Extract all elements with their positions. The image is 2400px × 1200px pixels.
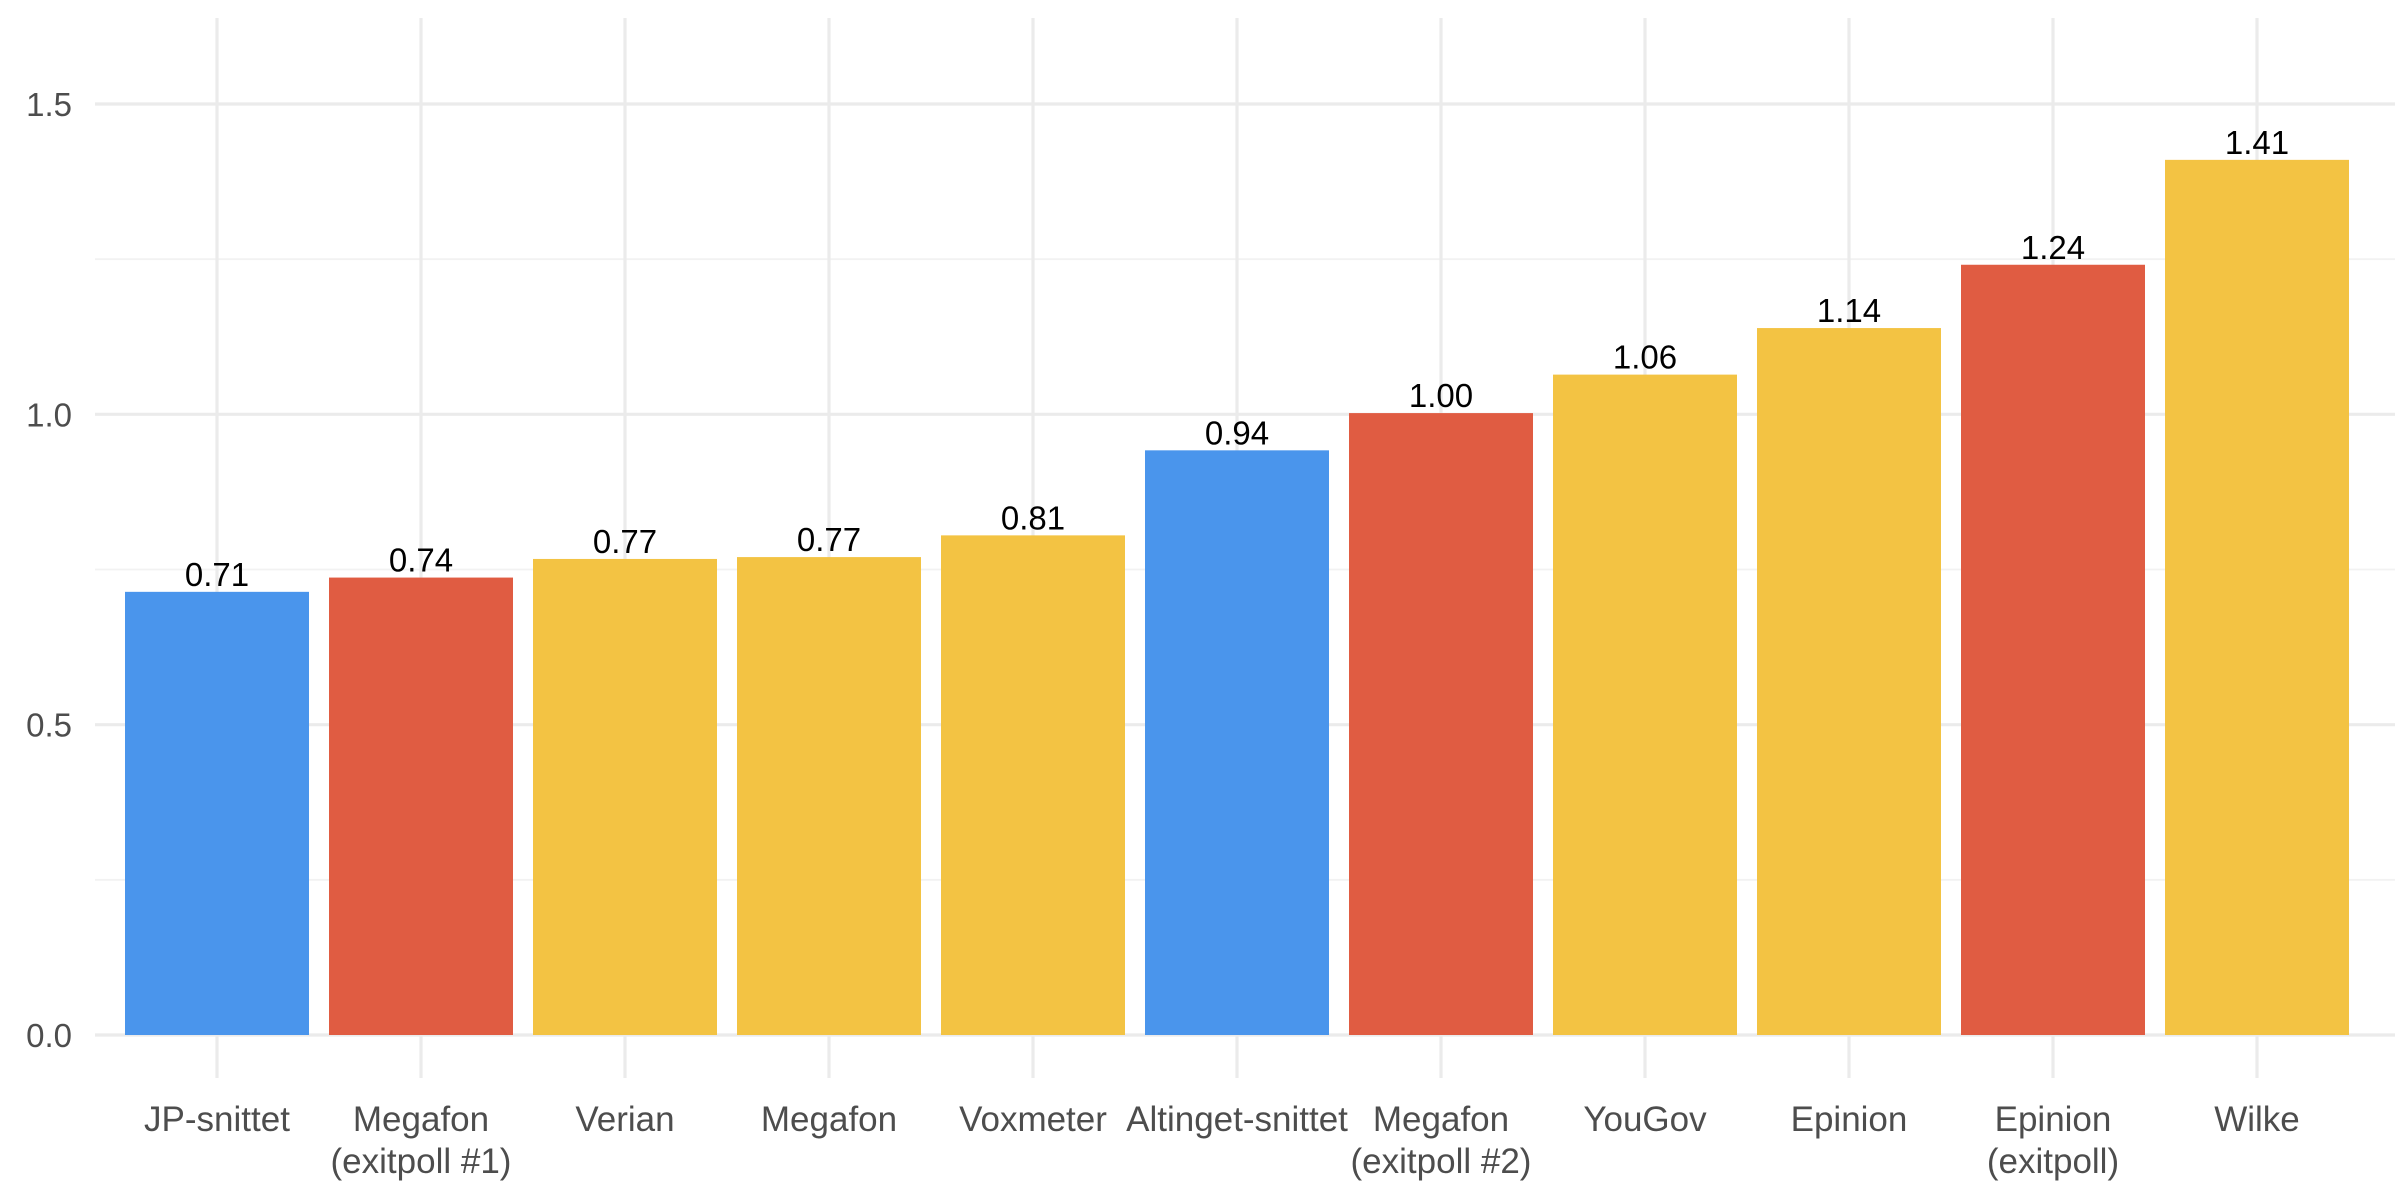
x-tick-label: YouGov xyxy=(1583,1100,1707,1139)
bar xyxy=(1349,413,1533,1035)
bar-value-label: 0.77 xyxy=(593,523,657,560)
x-tick-label: JP-snittet xyxy=(144,1100,290,1139)
bar-value-label: 0.74 xyxy=(389,542,453,579)
bar xyxy=(1553,374,1737,1035)
bar-value-label: 1.14 xyxy=(1817,292,1881,329)
bar xyxy=(1961,264,2145,1035)
bars xyxy=(125,159,2349,1036)
bar-value-label: 1.00 xyxy=(1409,377,1473,414)
x-tick-label: Wilke xyxy=(2214,1100,2300,1139)
x-tick-label: Megafon xyxy=(761,1100,897,1139)
x-tick-label: Altinget-snittet xyxy=(1126,1100,1348,1139)
x-tick-label: Epinion xyxy=(1791,1100,1908,1139)
bar-value-label: 1.24 xyxy=(2021,229,2085,266)
x-tick-label: Epinion xyxy=(1995,1100,2112,1139)
bar xyxy=(2165,159,2349,1036)
bar xyxy=(125,591,309,1035)
bar-value-label: 0.71 xyxy=(185,556,249,593)
x-tick-label: Verian xyxy=(575,1100,674,1139)
x-tick-label: Voxmeter xyxy=(959,1100,1107,1139)
y-tick-label: 0.5 xyxy=(26,707,72,744)
y-axis: 0.0 0.5 1.0 1.5 xyxy=(26,86,72,1054)
bar-value-label: 1.06 xyxy=(1613,339,1677,376)
bar-value-label: 0.77 xyxy=(797,521,861,558)
x-tick-label: (exitpoll) xyxy=(1987,1142,2119,1181)
bar xyxy=(329,577,513,1035)
x-tick-label: (exitpoll #1) xyxy=(331,1142,512,1181)
x-tick-label: (exitpoll #2) xyxy=(1351,1142,1532,1181)
bar xyxy=(533,558,717,1035)
data-labels: 0.71 0.74 0.77 0.77 0.81 0.94 1.00 1.06 1.14 1.24… xyxy=(185,124,2289,593)
bar-value-label: 0.94 xyxy=(1205,414,1269,451)
x-tick-label: Megafon xyxy=(353,1100,489,1139)
y-tick-label: 0.0 xyxy=(26,1017,72,1054)
y-tick-label: 1.5 xyxy=(26,86,72,123)
y-tick-label: 1.0 xyxy=(26,396,72,433)
bar xyxy=(737,557,921,1035)
bar xyxy=(1757,328,1941,1035)
bar xyxy=(941,535,1125,1035)
bar-value-label: 0.81 xyxy=(1001,499,1065,536)
x-axis: JP-snittet Megafon(exitpoll #1)Verian Mega… xyxy=(144,1100,2300,1181)
bar-value-label: 1.41 xyxy=(2225,124,2289,161)
x-tick-label: Megafon xyxy=(1373,1100,1509,1139)
bar xyxy=(1145,450,1329,1035)
